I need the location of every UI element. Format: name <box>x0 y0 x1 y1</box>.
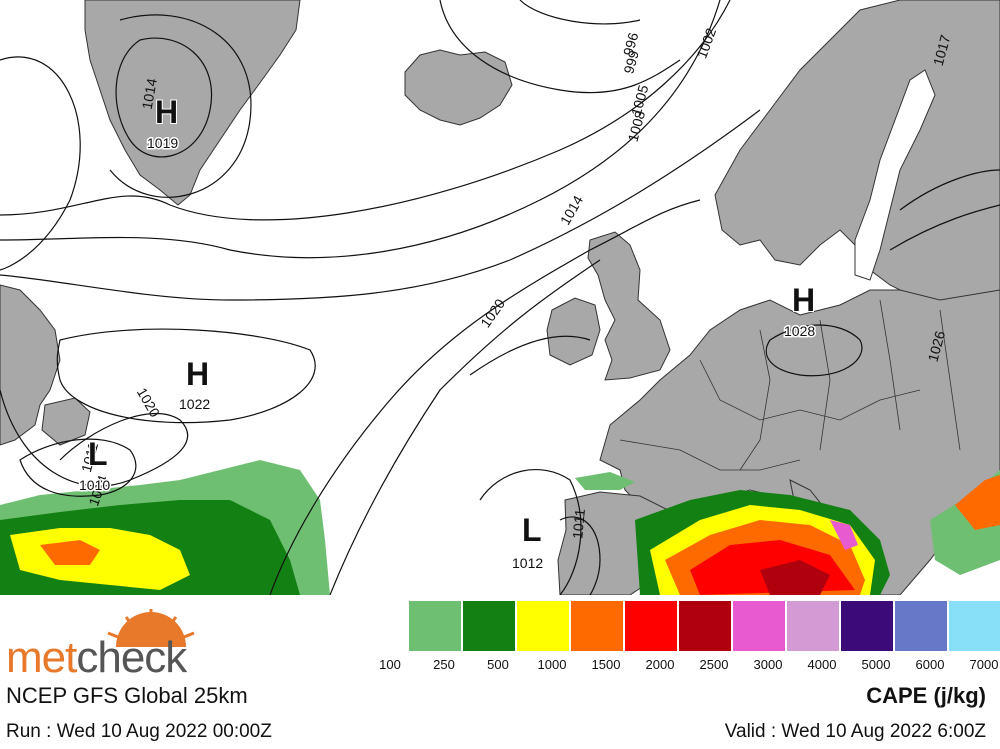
pressure-centers: H 1019 H 1022 L 1010 L 1012 H 1028 <box>78 93 817 573</box>
legend-tick-label: 3000 <box>753 657 783 672</box>
isobar-label: 1017 <box>930 33 954 67</box>
legend-swatch <box>895 601 947 651</box>
low-pressure-marker: L 1010 <box>78 435 112 495</box>
legend-tick-label: 100 <box>379 657 401 672</box>
legend-tick-label: 1500 <box>591 657 621 672</box>
brand-met: met <box>6 633 77 682</box>
legend-tick-label: 2000 <box>645 657 675 672</box>
low-pressure-marker: L 1012 <box>511 511 545 573</box>
legend-swatch <box>841 601 893 651</box>
legend-swatch <box>787 601 839 651</box>
legend-swatch <box>679 601 731 651</box>
map-footer: metcheck 100 250 500 1000 1500 2000 2500 3000 40… <box>0 595 1000 749</box>
svg-text:H: H <box>186 356 209 392</box>
map-canvas: 1014 1020 1014 1020 996 999 1002 1005 10… <box>0 0 1000 596</box>
legend-swatch <box>949 601 1000 651</box>
weather-map: 1014 1020 1014 1020 996 999 1002 1005 10… <box>0 0 1000 596</box>
valid-time: Valid : Wed 10 Aug 2022 6:00Z <box>724 721 986 742</box>
legend-tick-label: 1000 <box>537 657 567 672</box>
country-borders <box>619 299 961 471</box>
legend-tick-label: 6000 <box>915 657 945 672</box>
legend-tick-label: 4000 <box>807 657 837 672</box>
brand-check: check <box>76 633 187 682</box>
legend-tick-label: 7000 <box>969 657 999 672</box>
svg-text:L: L <box>522 512 542 548</box>
cape-shading <box>0 460 1000 595</box>
isobar-label: 996 <box>620 30 642 57</box>
legend-swatch <box>517 601 569 651</box>
isobar-label: 1005 <box>628 83 652 117</box>
svg-text:L: L <box>88 436 108 472</box>
high-pressure-marker: H 1022 <box>178 355 212 414</box>
sea-baltic <box>854 69 936 281</box>
svg-text:H: H <box>155 94 178 130</box>
sun-icon <box>107 609 195 647</box>
legend-swatch <box>463 601 515 651</box>
isobar-label: 1026 <box>925 329 949 363</box>
legend-swatch <box>733 601 785 651</box>
svg-text:1028: 1028 <box>784 323 815 339</box>
legend-swatch <box>409 601 461 651</box>
run-time: Run : Wed 10 Aug 2022 00:00Z <box>6 721 272 742</box>
isobar-label: 999 <box>620 49 642 76</box>
land-iceland <box>404 49 513 126</box>
isobar-label: 1008 <box>625 109 649 143</box>
land-great-britain <box>587 231 671 381</box>
land-canada <box>0 284 61 446</box>
high-pressure-marker: H 1028 <box>783 281 817 341</box>
isobar-label: 1011 <box>78 440 101 473</box>
legend-swatch <box>571 601 623 651</box>
svg-text:1019: 1019 <box>147 135 178 151</box>
svg-text:H: H <box>792 282 815 318</box>
svg-text:1010: 1010 <box>79 477 110 493</box>
brand-logo[interactable]: metcheck <box>6 609 195 683</box>
legend-swatch <box>625 601 677 651</box>
legend-tick-label: 250 <box>433 657 455 672</box>
parameter-title: CAPE (j/kg) <box>866 683 986 708</box>
high-pressure-marker: H 1019 <box>146 93 180 153</box>
land-ireland <box>546 297 601 366</box>
legend-tick-label: 2500 <box>699 657 729 672</box>
land-greenland <box>84 0 301 206</box>
legend-tick-label: 5000 <box>861 657 891 672</box>
svg-text:1022: 1022 <box>179 396 210 412</box>
model-title: NCEP GFS Global 25km <box>6 683 248 708</box>
legend-tick-label: 500 <box>487 657 509 672</box>
isobar-label: 1014 <box>139 77 160 111</box>
svg-text:1012: 1012 <box>512 555 543 571</box>
isobars <box>0 0 1000 596</box>
isobar-label: 1011 <box>569 508 588 540</box>
